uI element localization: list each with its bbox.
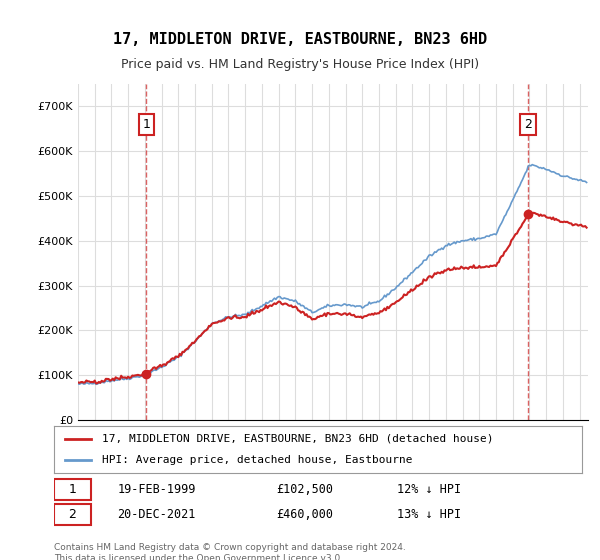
Text: 13% ↓ HPI: 13% ↓ HPI: [397, 508, 461, 521]
Text: £102,500: £102,500: [276, 483, 333, 496]
FancyBboxPatch shape: [54, 504, 91, 525]
Text: 19-FEB-1999: 19-FEB-1999: [118, 483, 196, 496]
Text: 2: 2: [68, 508, 76, 521]
Text: 17, MIDDLETON DRIVE, EASTBOURNE, BN23 6HD: 17, MIDDLETON DRIVE, EASTBOURNE, BN23 6H…: [113, 32, 487, 46]
Text: 20-DEC-2021: 20-DEC-2021: [118, 508, 196, 521]
Text: 1: 1: [142, 118, 150, 131]
Text: HPI: Average price, detached house, Eastbourne: HPI: Average price, detached house, East…: [101, 455, 412, 465]
Text: 2: 2: [524, 118, 532, 131]
FancyBboxPatch shape: [54, 479, 91, 501]
Text: Contains HM Land Registry data © Crown copyright and database right 2024.
This d: Contains HM Land Registry data © Crown c…: [54, 543, 406, 560]
Text: 1: 1: [68, 483, 76, 496]
Text: 12% ↓ HPI: 12% ↓ HPI: [397, 483, 461, 496]
Text: Price paid vs. HM Land Registry's House Price Index (HPI): Price paid vs. HM Land Registry's House …: [121, 58, 479, 71]
Text: 17, MIDDLETON DRIVE, EASTBOURNE, BN23 6HD (detached house): 17, MIDDLETON DRIVE, EASTBOURNE, BN23 6H…: [101, 434, 493, 444]
Text: £460,000: £460,000: [276, 508, 333, 521]
